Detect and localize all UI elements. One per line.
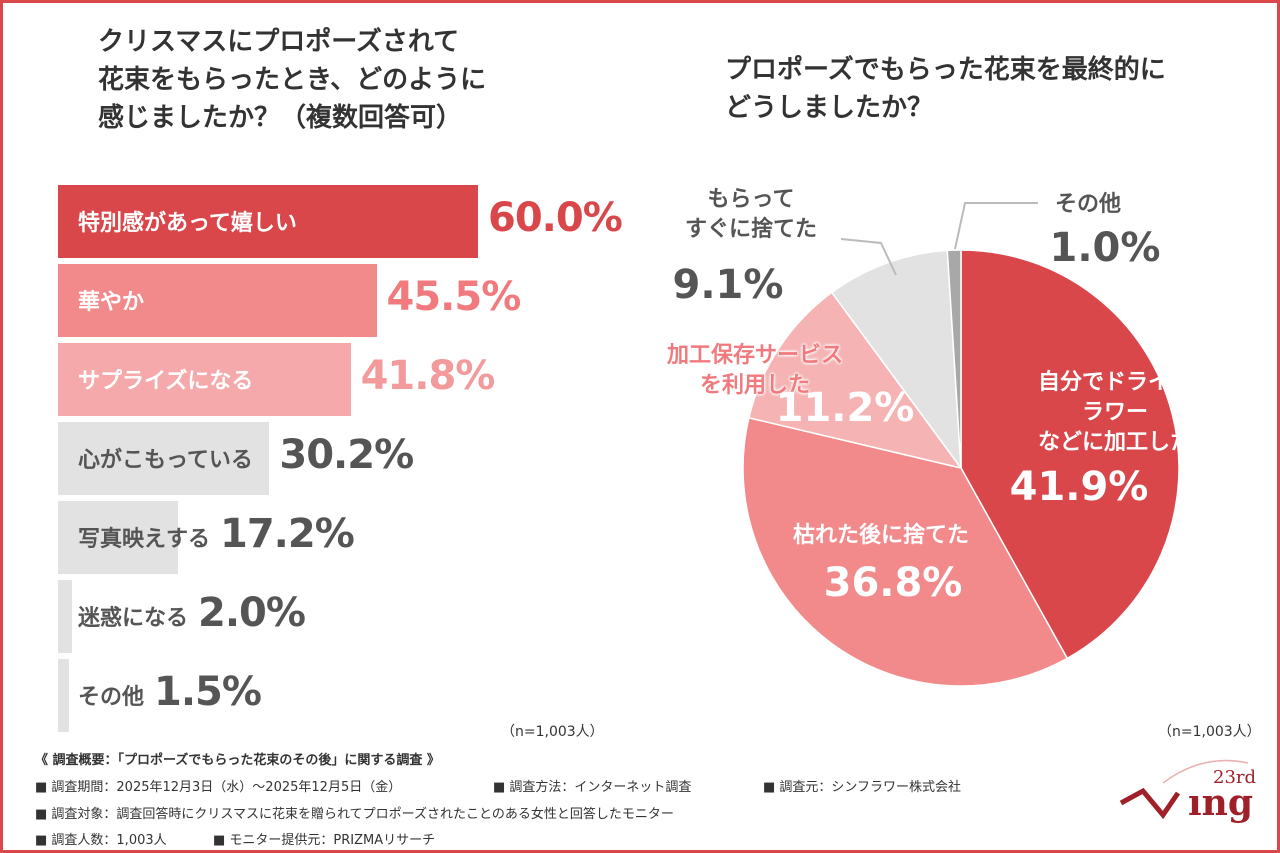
bar-label: サプライズになる bbox=[78, 369, 254, 394]
pie-slice bbox=[946, 249, 962, 469]
slice-label: 自分でドライフラワー などに加工した bbox=[1037, 370, 1192, 455]
bar-label: 特別感があって嬉しい bbox=[78, 211, 297, 236]
footer-item: ■ 調査期間：2025年12月3日（水）～2025年12月5日（金） bbox=[35, 780, 402, 795]
bar bbox=[58, 580, 72, 653]
value-label: 60.0% bbox=[488, 195, 623, 241]
footer-item: ■ 調査人数：1,003人 bbox=[35, 833, 167, 848]
footer-item: ■ 調査方法：インターネット調査 bbox=[493, 780, 692, 795]
leader-line bbox=[954, 202, 1038, 250]
logo-mark bbox=[1119, 787, 1181, 820]
bar-label: 華やか bbox=[78, 290, 145, 315]
footer-item: ■ 調査元：シンフラワー株式会社 bbox=[763, 780, 962, 795]
slice-value: 9.1% bbox=[672, 262, 784, 308]
value-label: 1.5% bbox=[154, 669, 262, 715]
logo-arc bbox=[1162, 759, 1249, 784]
footer-item: ■ 調査対象：調査回答時にクリスマスに花束を贈られてプロポーズされたことのある女… bbox=[35, 807, 674, 822]
pie-chart: ıng 23rd bbox=[742, 202, 1256, 824]
pie-slice bbox=[960, 249, 1180, 660]
leader-line bbox=[840, 238, 897, 276]
bar bbox=[58, 659, 69, 732]
value-label: 17.2% bbox=[220, 511, 355, 557]
slice-value: 41.9% bbox=[1009, 464, 1149, 510]
pie-slice bbox=[747, 291, 963, 470]
bar-label: 写真映えする bbox=[78, 527, 211, 552]
slice-label: もらって すぐに捨てた bbox=[684, 187, 818, 242]
footer-item: ■ モニター提供元：PRIZMAリサーチ bbox=[213, 833, 436, 848]
logo-word: ıng bbox=[1188, 782, 1253, 824]
sample-note: （n=1,003人） bbox=[1158, 724, 1261, 740]
bar-title: クリスマスにプロポーズされて 花束をもらったとき、どのように 感じましたか？（複… bbox=[98, 27, 487, 133]
bar-label: その他 bbox=[78, 685, 145, 710]
bar bbox=[58, 185, 478, 258]
value-label: 2.0% bbox=[198, 590, 306, 636]
slice-label: その他 bbox=[1054, 192, 1122, 217]
slice-value: 11.2% bbox=[775, 385, 915, 431]
slice-value: 36.8% bbox=[823, 560, 963, 606]
bar-label: 心がこもっている bbox=[78, 448, 253, 473]
pie-title: プロポーズでもらった花束を最終的に どうしましたか？ bbox=[725, 55, 1166, 123]
bar bbox=[58, 501, 179, 574]
bar-label: 迷惑になる bbox=[78, 606, 189, 631]
pie-slice bbox=[830, 249, 962, 471]
pie-slice bbox=[742, 416, 1069, 687]
value-label: 41.8% bbox=[360, 353, 496, 399]
bar bbox=[58, 264, 377, 337]
logo-badge: 23rd bbox=[1213, 767, 1256, 788]
slice-value: 1.0% bbox=[1049, 225, 1161, 271]
bar bbox=[58, 343, 351, 416]
sample-note: （n=1,003人） bbox=[501, 724, 604, 740]
value-label: 30.2% bbox=[279, 432, 414, 478]
slice-label: 枯れた後に捨てた bbox=[792, 523, 970, 548]
logo: ıng 23rd bbox=[1119, 759, 1256, 824]
slice-label: 加工保存サービス を利用した bbox=[666, 343, 844, 398]
bar bbox=[58, 422, 270, 495]
footer-heading: 《 調査概要：「プロポーズでもらった花束のその後」に関する調査 》 bbox=[35, 753, 440, 768]
value-label: 45.5% bbox=[386, 274, 522, 320]
